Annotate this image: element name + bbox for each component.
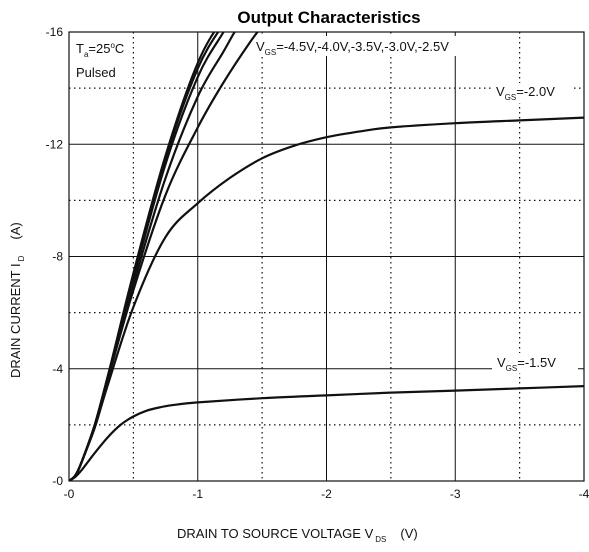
x-tick-label: -0 <box>64 487 75 501</box>
series-lines <box>69 32 584 481</box>
y-tick-label: -12 <box>46 137 64 151</box>
vgs-annotation-group: VGS=-4.5V,-4.0V,-3.5V,-3.0V,-2.5V <box>256 39 449 57</box>
y-tick-label: -8 <box>52 250 63 264</box>
vgs-annotation-1-5v: VGS=-1.5V <box>497 355 556 373</box>
vgs-annotation-2v: VGS=-2.0V <box>496 84 555 102</box>
annotation-mask <box>72 38 124 82</box>
x-tick-label: -4 <box>579 487 589 501</box>
annotation-mask <box>252 36 510 56</box>
x-tick-label: -1 <box>192 487 203 501</box>
x-tick-label: -3 <box>450 487 461 501</box>
y-tick-label: -16 <box>46 25 64 39</box>
y-axis-label: DRAIN CURRENT ID(A) <box>8 222 26 378</box>
annotation-mask <box>491 83 573 103</box>
x-ticks: -0 -1 -2 -3 -4 <box>64 487 589 501</box>
y-tick-label: -0 <box>52 474 63 488</box>
y-tick-label: -4 <box>52 362 63 376</box>
temperature-label: Ta=25oC <box>76 41 124 59</box>
x-axis-label: DRAIN TO SOURCE VOLTAGE V DS (V) <box>177 526 418 544</box>
series-line-vgs-2-0 <box>69 116 584 481</box>
chart-title: Output Characteristics <box>237 8 420 27</box>
mode-label: Pulsed <box>76 65 116 80</box>
series-line-vgs-1-5 <box>69 385 584 481</box>
x-tick-label: -2 <box>321 487 332 501</box>
annotation-mask <box>492 353 578 373</box>
y-ticks: -0 -4 -8 -12 -16 <box>46 25 64 488</box>
grid <box>69 32 584 481</box>
plot-frame <box>68 31 585 482</box>
